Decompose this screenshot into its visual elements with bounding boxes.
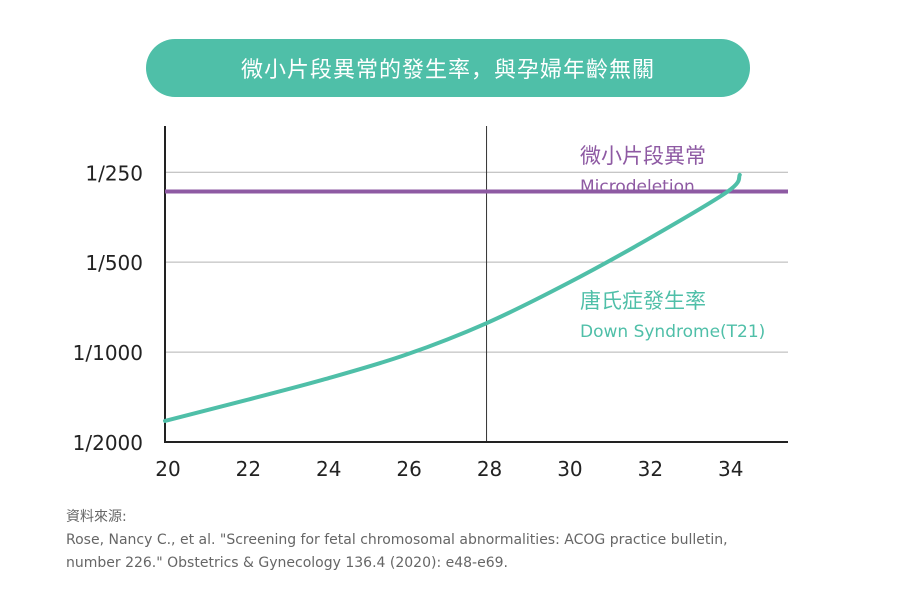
y-tick-label: 1/250: [85, 161, 143, 185]
chart-title: 微小片段異常的發生率，與孕婦年齡無關: [146, 39, 750, 97]
y-tick-label: 1/500: [85, 251, 143, 275]
series-label-microdeletion: 微小片段異常: [580, 144, 706, 168]
y-tick-label: 1/1000: [73, 341, 143, 365]
series-label-microdeletion-en: Microdeletion: [580, 177, 695, 197]
x-tick-label: 22: [236, 457, 261, 481]
y-tick-label: 1/2000: [73, 431, 143, 455]
source-line-1: Rose, Nancy C., et al. "Screening for fe…: [66, 532, 728, 548]
x-tick-label: 24: [316, 457, 341, 481]
series-line-down-syndrome: [163, 172, 742, 423]
x-tick-label: 20: [155, 457, 180, 481]
source-citation: 資料來源: Rose, Nancy C., et al. "Screening …: [66, 506, 866, 575]
x-tick-label: 32: [638, 457, 663, 481]
x-tick-label: 30: [557, 457, 582, 481]
source-label: 資料來源:: [66, 509, 127, 525]
source-line-2: number 226." Obstetrics & Gynecology 136…: [66, 555, 508, 571]
x-tick-label: 34: [718, 457, 743, 481]
x-tick-label: 28: [477, 457, 502, 481]
series-label-down-syndrome: 唐氏症發生率: [580, 289, 706, 313]
series-label-down-syndrome-en: Down Syndrome(T21): [580, 322, 765, 342]
x-tick-label: 26: [396, 457, 421, 481]
